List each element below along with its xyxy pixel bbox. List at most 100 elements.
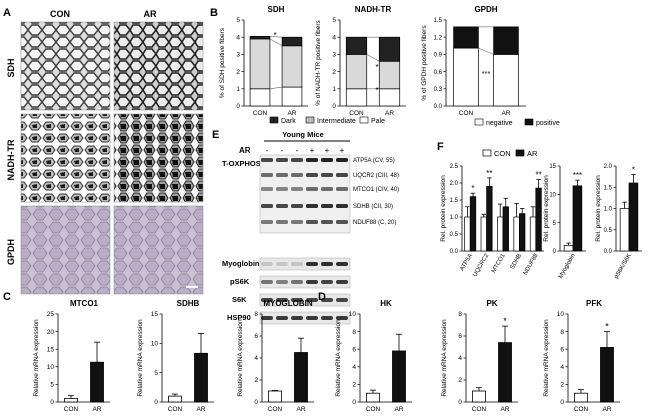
d-hk-title: HK bbox=[380, 299, 392, 308]
oxphos-label-atp5a: ATP5A (CV, 55) bbox=[353, 158, 395, 164]
b-gpdh-y-tick-label: 0.6 bbox=[434, 70, 443, 76]
c-sdhb-x-tick-label: AR bbox=[196, 406, 205, 413]
f-oxphos-y-tick-label: 0.0 bbox=[450, 249, 459, 255]
ar-mark: + bbox=[340, 146, 345, 155]
oxphos-band bbox=[261, 158, 273, 162]
ps6k-band bbox=[321, 280, 333, 284]
b-gpdh-significance: *** bbox=[482, 69, 491, 78]
oxphos-band bbox=[276, 187, 288, 191]
c-myoglobin-title: MYOGLOBIN bbox=[263, 299, 313, 308]
c-sdhb-bar bbox=[168, 395, 182, 403]
b-nadh-y-tick-label: 3 bbox=[332, 52, 336, 59]
panel-a-col-ar: AR bbox=[144, 9, 157, 19]
f-myoglobin-y-axis-label: Rel. protein expression bbox=[543, 175, 550, 242]
legend-positive-label: positive bbox=[536, 120, 560, 127]
c-mtco1-x-tick-label: AR bbox=[92, 406, 101, 413]
b-sdh-y-tick-label: 4 bbox=[236, 34, 240, 41]
chart-d-pk: 0 2 4 6 8 Relative mRNA expression PK CON AR * bbox=[441, 299, 518, 413]
f-ps6k-y-tick-label: 1.0 bbox=[604, 207, 613, 213]
panel-c-label: C bbox=[3, 291, 11, 303]
b-gpdh-x-tick-label: CON bbox=[459, 110, 474, 117]
row-label-myoglobin: Myoglobin bbox=[222, 259, 260, 268]
d-pk-x-tick-label: CON bbox=[472, 406, 487, 413]
b-sdh-y-tick-label: 5 bbox=[236, 17, 240, 24]
oxphos-label-ndufb8: NDUF88 (C, 20) bbox=[353, 220, 396, 226]
c-myoglobin-y-tick-label: 4 bbox=[254, 355, 258, 362]
f-ps6k-x-tick-label: pS6K/S6K bbox=[614, 253, 633, 280]
ps6k-band bbox=[306, 280, 318, 284]
s6k-band bbox=[336, 298, 348, 302]
d-pk-bar bbox=[498, 342, 512, 403]
s6k-band bbox=[261, 298, 273, 302]
ps6k-band bbox=[276, 280, 288, 284]
hsp90-band bbox=[306, 316, 318, 320]
c-sdhb-y-tick-label: 5 bbox=[154, 370, 158, 377]
panel-e-label: E bbox=[212, 129, 219, 141]
panel-a-row-gpdh: GPDH bbox=[6, 239, 16, 265]
f-ps6k-significance: * bbox=[632, 166, 635, 175]
b-nadh-significance: * bbox=[375, 86, 378, 95]
legend-dark-swatch bbox=[269, 116, 279, 124]
f-oxphos-bar bbox=[519, 213, 526, 252]
myoglobin-band bbox=[276, 262, 288, 266]
f-ps6k-y-tick-label: 0.0 bbox=[604, 249, 613, 255]
d-hk-y-tick-label: 8 bbox=[352, 329, 356, 336]
hsp90-band bbox=[336, 316, 348, 320]
c-myoglobin-y-tick-label: 6 bbox=[254, 333, 258, 340]
f-oxphos-y-tick-label: 2.0 bbox=[450, 181, 459, 187]
d-pfk-x-tick-label: AR bbox=[602, 406, 611, 413]
row-label-hsp90: HSP90 bbox=[227, 313, 251, 322]
b-sdh-segment bbox=[281, 45, 303, 88]
f-oxphos-y-tick-label: 0.5 bbox=[450, 232, 459, 238]
f-ps6k-y-tick-label: 2.0 bbox=[604, 164, 613, 170]
b-nadh-significance: * bbox=[375, 63, 378, 72]
s6k-band bbox=[276, 298, 288, 302]
legend-b-gpdh: negative positive bbox=[474, 118, 560, 127]
d-hk-y-tick-label: 4 bbox=[352, 364, 356, 371]
f-oxphos-x-tick-label: SDHB bbox=[510, 253, 524, 270]
oxphos-band bbox=[291, 173, 303, 177]
hsp90-band bbox=[291, 316, 303, 320]
b-gpdh-y-tick-label: 1.5 bbox=[434, 18, 443, 24]
b-gpdh-y-tick-label: 0.9 bbox=[434, 53, 443, 59]
oxphos-label-sdhb: SDHB (CII, 30) bbox=[353, 204, 393, 210]
s6k-band bbox=[306, 298, 318, 302]
hsp90-blot bbox=[259, 311, 351, 325]
d-hk-y-tick-label: 6 bbox=[352, 346, 356, 353]
legend-positive-swatch bbox=[524, 118, 534, 126]
f-oxphos-bar bbox=[486, 186, 493, 252]
myoglobin-band bbox=[291, 262, 303, 266]
c-sdhb-y-tick-label: 15 bbox=[151, 311, 159, 318]
oxphos-band bbox=[306, 220, 318, 224]
c-myoglobin-x-tick-label: AR bbox=[296, 406, 305, 413]
young-mice-label: Young Mice bbox=[282, 130, 324, 139]
oxphos-band bbox=[276, 204, 288, 208]
panel-b-label: B bbox=[210, 7, 218, 19]
b-gpdh-title: GPDH bbox=[474, 5, 497, 14]
c-mtco1-x-tick-label: CON bbox=[64, 406, 79, 413]
hsp90-band bbox=[261, 316, 273, 320]
c-mtco1-y-tick-label: 15 bbox=[47, 346, 55, 353]
chart-f-myoglobin: 0 5 10 15 Rel. protein expression *** Myoglobi… bbox=[543, 164, 586, 280]
f-oxphos-significance: ** bbox=[535, 171, 541, 180]
legend-b-fiber-types: Dark Intermediate Pale bbox=[269, 116, 385, 125]
d-pk-title: PK bbox=[486, 299, 497, 308]
b-sdh-connector bbox=[269, 36, 283, 38]
b-sdh-significance: * bbox=[273, 31, 276, 40]
oxphos-band bbox=[261, 173, 273, 177]
oxphos-band bbox=[321, 187, 333, 191]
oxphos-band bbox=[291, 158, 303, 162]
f-oxphos-x-tick-label: ATP5A bbox=[459, 253, 473, 272]
oxphos-blot bbox=[259, 154, 351, 234]
b-sdh-y-axis-label: % of SDH positive fibers bbox=[219, 27, 226, 98]
chart-b-gpdh: 0.0 0.3 0.6 0.9 1.2 1.5 % of GPDH positive fib… bbox=[421, 5, 526, 117]
b-gpdh-segment bbox=[453, 47, 479, 107]
d-hk-bar bbox=[392, 350, 406, 403]
b-nadh-y-tick-label: 5 bbox=[332, 17, 336, 24]
micrograph-gpdh-con bbox=[20, 205, 111, 295]
ps6k-band bbox=[261, 280, 273, 284]
panel-f-label: F bbox=[437, 141, 444, 153]
legend-f-ar-swatch bbox=[515, 149, 525, 157]
ar-mark: - bbox=[281, 146, 284, 155]
